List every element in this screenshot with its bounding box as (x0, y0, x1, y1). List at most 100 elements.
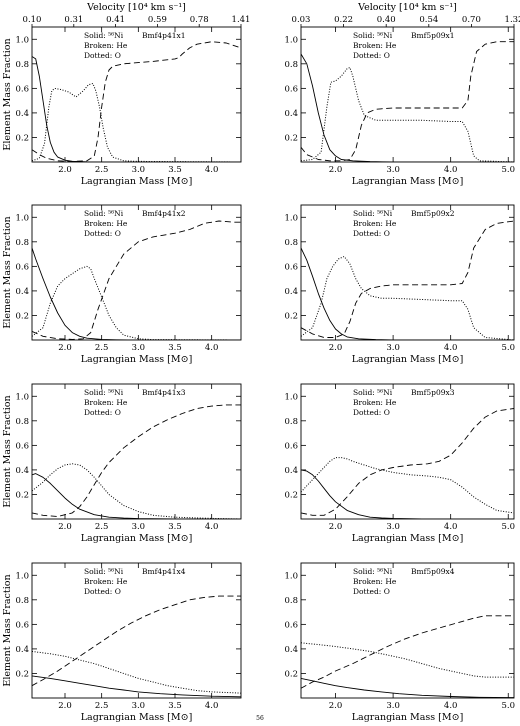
x-tick-label: 4.0 (444, 165, 458, 175)
page-number: 56 (256, 715, 264, 722)
y-tick-label: 0.4 (15, 645, 29, 655)
y-tick-label: 0.6 (284, 441, 298, 451)
plot-frame (31, 26, 242, 163)
x-tick-label: 4.0 (205, 165, 219, 175)
y-tick-label: 1.0 (284, 392, 298, 402)
top-axis-tick-label: 1.32 (505, 15, 520, 25)
top-axis-tick-label: 0.31 (64, 15, 83, 25)
legend-entry: Solid: ⁵⁶Ni (353, 567, 393, 576)
series-line-dotted-O (32, 83, 241, 162)
y-tick-label: 0.8 (15, 238, 29, 248)
legend-entry: Broken: He (84, 219, 128, 228)
x-tick-label: 2.5 (95, 701, 109, 711)
y-tick-label: 0.2 (15, 490, 29, 500)
x-axis-label: Lagrangian Mass [M⊙] (352, 533, 464, 544)
x-axis-label: Lagrangian Mass [M⊙] (352, 176, 464, 187)
top-axis-tick-label: 1.41 (232, 15, 251, 25)
x-axis-label: Lagrangian Mass [M⊙] (352, 354, 464, 365)
plot-frame (31, 204, 242, 341)
series-line-solid-Ni (32, 473, 241, 519)
series-line-dotted-O (32, 463, 241, 519)
x-tick-label: 5.0 (501, 165, 515, 175)
y-axis-label: Element Mass Fraction (2, 395, 13, 507)
x-tick-label: 2.0 (58, 343, 72, 353)
panel-run-label: Bmf5p09x3 (411, 388, 455, 397)
y-tick-label: 0.2 (284, 669, 298, 679)
legend-entry: Dotted: O (353, 408, 390, 417)
plot-frame (31, 562, 242, 699)
y-tick-label: 0.2 (284, 311, 298, 321)
panel-run-label: Bmf4p41x2 (142, 209, 186, 218)
y-tick-label: 0.2 (284, 490, 298, 500)
top-axis-label: Velocity [10⁴ km s⁻¹] (86, 2, 186, 13)
chart-panel-Bmf4p41x2: 2.0 2.5 3.0 3.5 4.0 0.2 0.4 0.6 0.8 1.0 Lagrangian… (2, 204, 242, 365)
series-line-dashed-He (301, 408, 514, 516)
x-tick-label: 4.0 (444, 343, 458, 353)
plot-frame (31, 383, 242, 520)
y-tick-label: 0.8 (15, 60, 29, 70)
series-line-dashed-He (301, 220, 514, 338)
y-tick-label: 1.0 (284, 213, 298, 223)
y-tick-label: 0.6 (284, 620, 298, 630)
x-tick-label: 2.0 (58, 522, 72, 532)
chart-panel-Bmf4p41x3: 2.0 2.5 3.0 3.5 4.0 0.2 0.4 0.6 0.8 1.0 Lagrangian… (2, 383, 242, 544)
x-tick-label: 3.0 (132, 165, 146, 175)
legend-entry: Solid: ⁵⁶Ni (353, 388, 393, 397)
x-tick-label: 3.0 (386, 165, 400, 175)
legend-entry: Broken: He (84, 41, 128, 50)
top-axis-tick-label: 0.41 (106, 15, 125, 25)
legend-entry: Solid: ⁵⁶Ni (353, 209, 393, 218)
top-axis-tick-label: 0.10 (23, 15, 42, 25)
series-line-dotted-O (32, 265, 241, 340)
y-tick-label: 0.8 (284, 596, 298, 606)
chart-panel-Bmf5p09x1: 2.0 3.0 4.0 5.0 0.2 0.4 0.6 0.8 1.0 Lagrangian Ma… (284, 2, 520, 187)
legend-entry: Solid: ⁵⁶Ni (84, 388, 124, 397)
series-line-dotted-O (301, 642, 514, 678)
legend-entry: Dotted: O (84, 229, 121, 238)
x-axis-label: Lagrangian Mass [M⊙] (81, 354, 193, 365)
y-tick-label: 0.8 (284, 238, 298, 248)
y-tick-label: 0.2 (284, 133, 298, 143)
legend-entry: Dotted: O (353, 229, 390, 238)
series-line-dashed-He (301, 41, 514, 162)
top-axis-tick-label: 0.54 (419, 15, 438, 25)
x-tick-label: 3.0 (132, 522, 146, 532)
x-axis-label: Lagrangian Mass [M⊙] (81, 533, 193, 544)
x-tick-label: 2.0 (329, 522, 343, 532)
chart-panel-Bmf4p41x1: 2.0 2.5 3.0 3.5 4.0 0.2 0.4 0.6 0.8 1.0 Lagrangian… (2, 2, 250, 187)
legend-entry: Dotted: O (353, 587, 390, 596)
x-tick-label: 5.0 (501, 701, 515, 711)
x-tick-label: 3.0 (386, 522, 400, 532)
x-tick-label: 2.0 (58, 701, 72, 711)
legend-entry: Dotted: O (84, 587, 121, 596)
panel-run-label: Bmf5p09x4 (411, 567, 455, 576)
series-line-dashed-He (301, 615, 514, 689)
chart-panel-Bmf4p41x4: 2.0 2.5 3.0 3.5 4.0 0.2 0.4 0.6 0.8 1.0 Lagrangian… (2, 562, 242, 723)
series-line-dotted-O (301, 457, 514, 514)
y-tick-label: 0.6 (15, 84, 29, 94)
x-tick-label: 2.5 (95, 343, 109, 353)
legend-entry: Dotted: O (353, 51, 390, 60)
x-tick-label: 3.5 (168, 343, 182, 353)
chart-panel-Bmf5p09x3: 2.0 3.0 4.0 5.0 0.2 0.4 0.6 0.8 1.0 Lagrangian Ma… (284, 383, 515, 544)
series-line-solid-Ni (301, 677, 514, 698)
x-tick-label: 3.5 (168, 522, 182, 532)
y-tick-label: 0.6 (15, 441, 29, 451)
legend-entry: Dotted: O (84, 51, 121, 60)
top-axis-tick-label: 0.22 (334, 15, 353, 25)
top-axis-tick-label: 0.03 (292, 15, 311, 25)
legend-entry: Broken: He (84, 398, 128, 407)
series-line-dotted-O (32, 650, 241, 694)
series-line-dashed-He (32, 595, 241, 687)
x-tick-label: 2.0 (58, 165, 72, 175)
plot-frame (300, 204, 515, 341)
x-tick-label: 4.0 (444, 701, 458, 711)
panel-run-label: Bmf5p09x2 (411, 209, 455, 218)
legend-entry: Solid: ⁵⁶Ni (353, 31, 393, 40)
plot-frame (300, 26, 515, 163)
series-line-solid-Ni (32, 675, 241, 698)
x-tick-label: 2.0 (329, 343, 343, 353)
panel-run-label: Bmf4p41x3 (142, 388, 186, 397)
legend-entry: Solid: ⁵⁶Ni (84, 209, 124, 218)
legend-entry: Broken: He (353, 577, 397, 586)
